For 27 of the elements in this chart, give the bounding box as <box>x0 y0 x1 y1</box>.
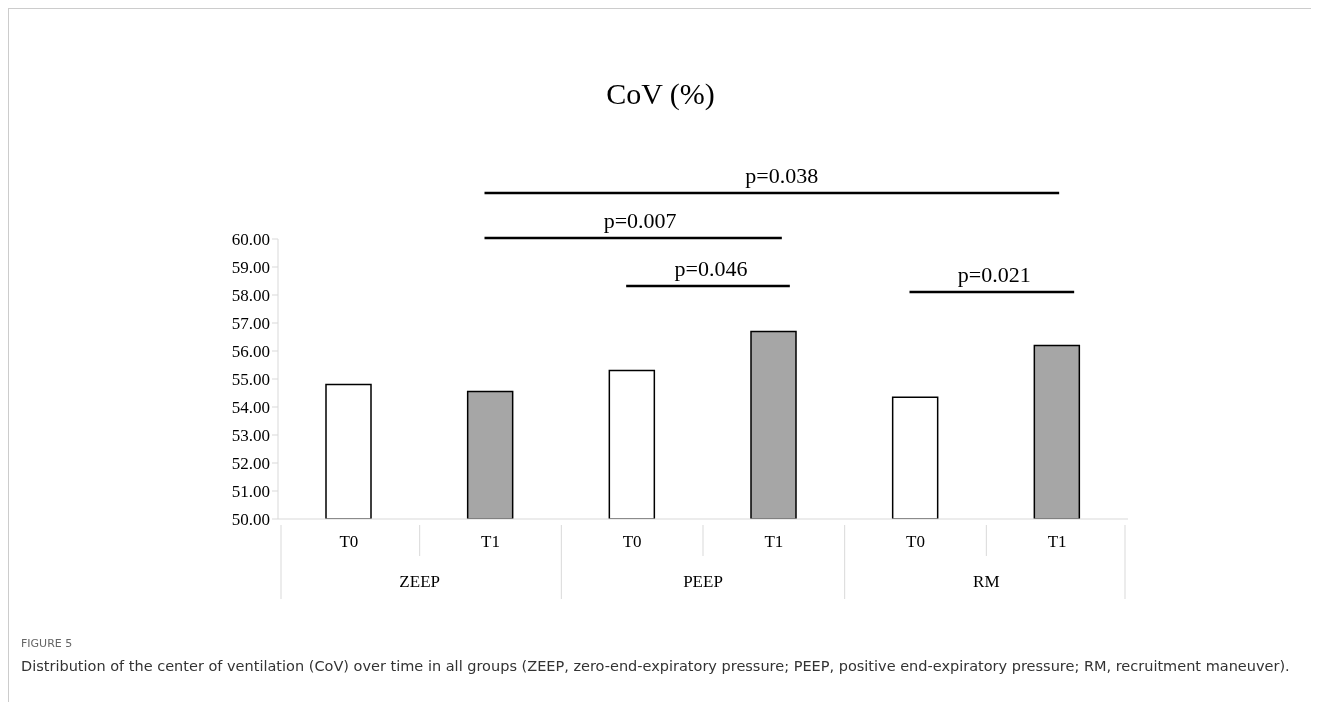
text: Distribution of the center of ventilation (CoV) over time in all groups (ZEEP, zero-end-expiratory pressure; PEEP, positive end-expiratory pressure; RM, recruitment maneuver). <box>21 657 1291 676</box>
x-tick-label: T1 <box>764 532 784 552</box>
x-tick-label: T1 <box>1047 532 1067 552</box>
y-tick-label: 52.00 <box>231 454 270 474</box>
x-tick-label: T0 <box>906 532 925 552</box>
y-tick-label: 58.00 <box>231 286 270 306</box>
y-tick-label: 56.00 <box>231 342 270 362</box>
y-tick-label: 57.00 <box>231 314 270 334</box>
annotation: p=0.046 <box>674 256 748 281</box>
annotation: p=0.021 <box>957 262 1031 287</box>
y-tick-label: 51.00 <box>231 482 270 502</box>
x-tick-label: T0 <box>622 532 642 552</box>
caption: FIGURE 5 <box>21 637 73 650</box>
x-tick-label: T1 <box>481 532 500 552</box>
text: PEEP <box>683 572 723 591</box>
chart-title: CoV (%) <box>605 77 716 111</box>
y-tick-label: 59.00 <box>231 258 270 278</box>
y-tick-label: 50.00 <box>231 510 270 530</box>
text: ZEEP <box>399 572 440 591</box>
text: p=0.007 <box>603 208 677 233</box>
y-tick-label: 60.00 <box>231 230 270 250</box>
y-tick-label: 54.00 <box>231 398 270 418</box>
x-tick-label: T0 <box>339 532 359 552</box>
text: p=0.038 <box>745 163 819 188</box>
y-tick-label: 55.00 <box>231 370 270 390</box>
y-tick-label: 53.00 <box>231 426 270 446</box>
text: RM <box>973 572 1000 591</box>
